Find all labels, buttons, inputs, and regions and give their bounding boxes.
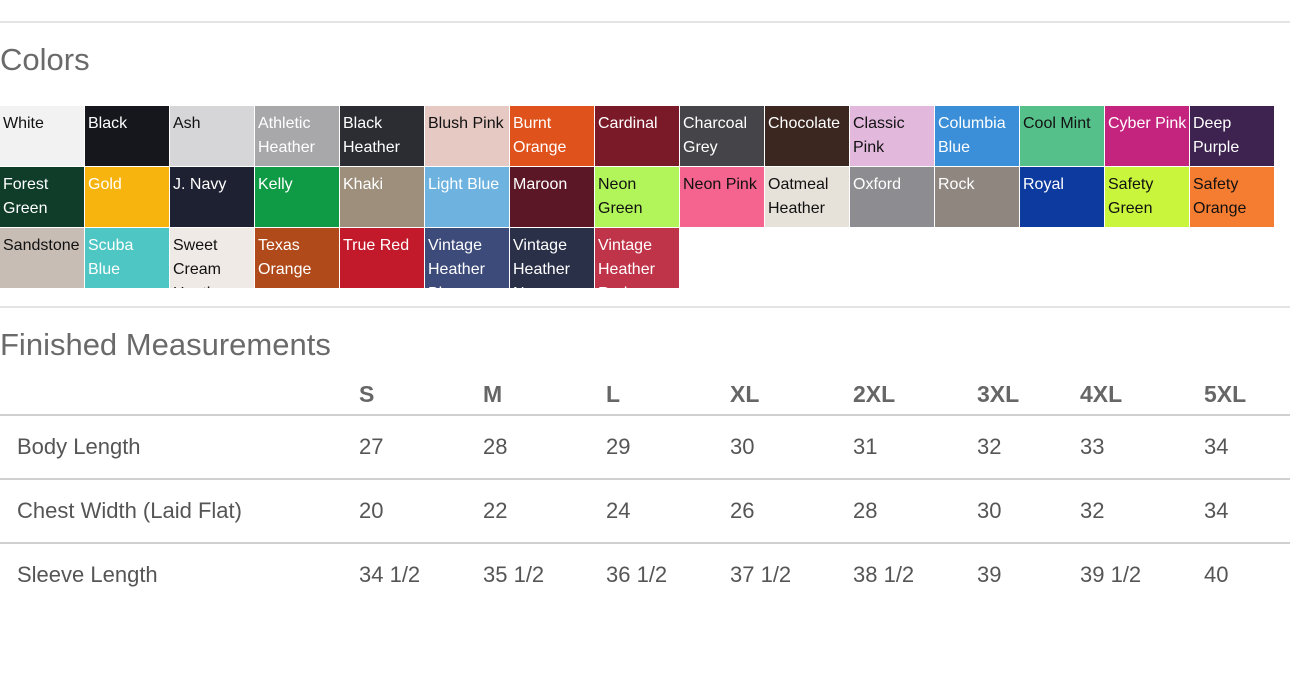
size-header: 3XL: [977, 381, 1020, 407]
color-swatch: J. Navy: [170, 167, 254, 227]
measurement-value: 22: [483, 498, 508, 523]
measurement-value: 32: [977, 434, 1002, 459]
row-rule: [0, 478, 1290, 480]
color-swatch: Athletic Heather: [255, 106, 339, 166]
color-swatch: Safety Green: [1105, 167, 1189, 227]
divider: [0, 306, 1290, 308]
color-swatch: Vintage Heather Red: [595, 228, 679, 288]
header-rule: [0, 414, 1290, 416]
color-swatch: Neon Pink: [680, 167, 764, 227]
color-swatch: Texas Orange: [255, 228, 339, 288]
measurement-value: 33: [1080, 434, 1105, 459]
color-swatch: Chocolate: [765, 106, 849, 166]
row-rule: [0, 542, 1290, 544]
measurement-value: 32: [1080, 498, 1105, 523]
size-header: L: [606, 381, 621, 407]
color-swatch: Charcoal Grey: [680, 106, 764, 166]
measurement-value: 34: [1204, 498, 1229, 523]
measurement-value: 31: [853, 434, 878, 459]
color-swatch: Kelly: [255, 167, 339, 227]
color-swatch: Cool Mint: [1020, 106, 1104, 166]
measurement-value: 27: [359, 434, 384, 459]
size-header: XL: [730, 381, 760, 407]
color-swatch: Oxford: [850, 167, 934, 227]
color-swatch: Burnt Orange: [510, 106, 594, 166]
color-swatch: Forest Green: [0, 167, 84, 227]
measurement-value: 28: [483, 434, 508, 459]
measurement-value: 36 1/2: [606, 562, 668, 587]
measurement-value: 30: [730, 434, 755, 459]
swatch-grid: White Black Ash Athletic Heather Black Heath…: [0, 106, 1275, 288]
color-swatch: Royal: [1020, 167, 1104, 227]
color-swatch: Safety Orange: [1190, 167, 1274, 227]
color-swatch: Deep Purple: [1190, 106, 1274, 166]
size-header: S: [359, 381, 375, 407]
color-swatch: Vintage Heather Navy: [510, 228, 594, 288]
row-label: Body Length: [17, 434, 141, 459]
size-header: 5XL: [1204, 381, 1247, 407]
color-swatch: Sandstone: [0, 228, 84, 288]
measurement-value: 35 1/2: [483, 562, 545, 587]
measurement-value: 30: [977, 498, 1002, 523]
measurement-value: 40: [1204, 562, 1229, 587]
color-swatch: Khaki: [340, 167, 424, 227]
color-swatch: Gold: [85, 167, 169, 227]
color-swatch: Cardinal: [595, 106, 679, 166]
measurement-value: 39: [977, 562, 1002, 587]
color-swatch: Cyber Pink: [1105, 106, 1189, 166]
measurement-value: 29: [606, 434, 631, 459]
color-swatch: True Red: [340, 228, 424, 288]
color-swatch: Classic Pink: [850, 106, 934, 166]
color-swatch: Scuba Blue: [85, 228, 169, 288]
color-swatch: Light Blue: [425, 167, 509, 227]
measurement-value: 38 1/2: [853, 562, 915, 587]
row-label: Chest Width (Laid Flat): [17, 498, 242, 523]
measurement-value: 34 1/2: [359, 562, 421, 587]
color-swatch: Black Heather: [340, 106, 424, 166]
color-swatch: Oatmeal Heather: [765, 167, 849, 227]
size-header: 2XL: [853, 381, 896, 407]
section-title: Colors: [0, 42, 90, 77]
color-swatch: White: [0, 106, 84, 166]
measurement-value: 24: [606, 498, 631, 523]
measurement-value: 37 1/2: [730, 562, 792, 587]
measurement-value: 28: [853, 498, 878, 523]
color-swatch: Sweet Cream Heather: [170, 228, 254, 288]
measurement-value: 26: [730, 498, 755, 523]
size-header: 4XL: [1080, 381, 1123, 407]
color-swatch: Vintage Heather Blue: [425, 228, 509, 288]
divider: [0, 21, 1290, 23]
color-swatch: Black: [85, 106, 169, 166]
section-title: Finished Measurements: [0, 327, 331, 362]
measurement-value: 34: [1204, 434, 1229, 459]
row-label: Sleeve Length: [17, 562, 158, 587]
color-swatch: Blush Pink: [425, 106, 509, 166]
size-header: M: [483, 381, 503, 407]
color-swatch: Columbia Blue: [935, 106, 1019, 166]
color-swatch: Maroon: [510, 167, 594, 227]
color-swatch: Ash: [170, 106, 254, 166]
color-swatch: Neon Green: [595, 167, 679, 227]
color-swatch: Rock: [935, 167, 1019, 227]
measurement-value: 20: [359, 498, 384, 523]
measurement-value: 39 1/2: [1080, 562, 1142, 587]
